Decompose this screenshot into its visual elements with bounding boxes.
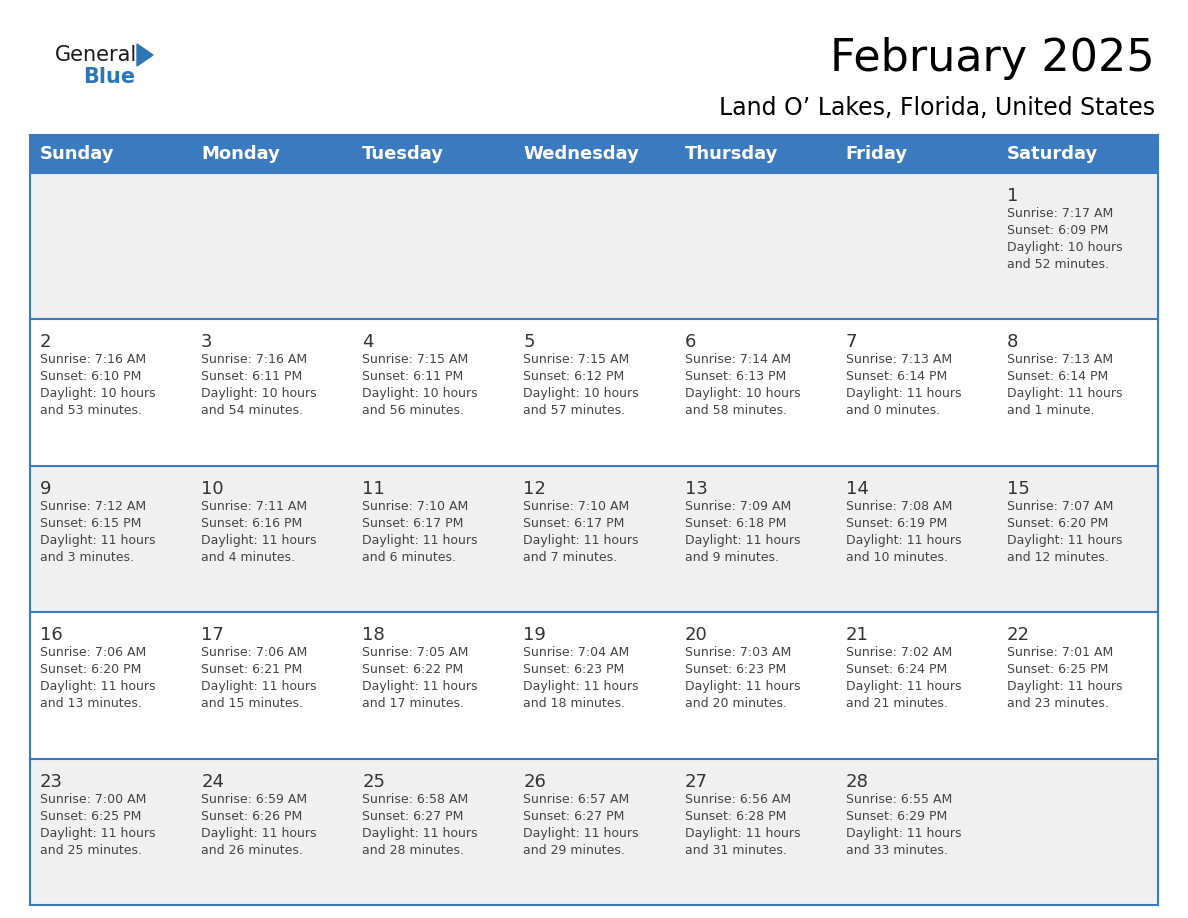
Text: 3: 3	[201, 333, 213, 352]
Text: Sunrise: 6:56 AM
Sunset: 6:28 PM
Daylight: 11 hours
and 31 minutes.: Sunrise: 6:56 AM Sunset: 6:28 PM Dayligh…	[684, 792, 800, 856]
Text: Sunrise: 7:01 AM
Sunset: 6:25 PM
Daylight: 11 hours
and 23 minutes.: Sunrise: 7:01 AM Sunset: 6:25 PM Dayligh…	[1007, 646, 1123, 711]
Text: Blue: Blue	[83, 67, 135, 87]
Text: 2: 2	[40, 333, 51, 352]
Text: 16: 16	[40, 626, 63, 644]
Text: Sunrise: 7:12 AM
Sunset: 6:15 PM
Daylight: 11 hours
and 3 minutes.: Sunrise: 7:12 AM Sunset: 6:15 PM Dayligh…	[40, 499, 156, 564]
Text: 19: 19	[524, 626, 546, 644]
Text: Sunrise: 7:10 AM
Sunset: 6:17 PM
Daylight: 11 hours
and 6 minutes.: Sunrise: 7:10 AM Sunset: 6:17 PM Dayligh…	[362, 499, 478, 564]
Text: Sunrise: 7:09 AM
Sunset: 6:18 PM
Daylight: 11 hours
and 9 minutes.: Sunrise: 7:09 AM Sunset: 6:18 PM Dayligh…	[684, 499, 800, 564]
Text: 24: 24	[201, 773, 225, 790]
Bar	[30, 319, 1158, 465]
Bar	[30, 465, 1158, 612]
Text: 4: 4	[362, 333, 374, 352]
Text: Sunrise: 7:13 AM
Sunset: 6:14 PM
Daylight: 11 hours
and 0 minutes.: Sunrise: 7:13 AM Sunset: 6:14 PM Dayligh…	[846, 353, 961, 418]
Text: 7: 7	[846, 333, 858, 352]
Bar	[30, 173, 1158, 319]
Text: 17: 17	[201, 626, 225, 644]
Text: Sunrise: 7:02 AM
Sunset: 6:24 PM
Daylight: 11 hours
and 21 minutes.: Sunrise: 7:02 AM Sunset: 6:24 PM Dayligh…	[846, 646, 961, 711]
Text: Friday: Friday	[846, 145, 908, 163]
Text: 14: 14	[846, 480, 868, 498]
Text: Sunrise: 7:08 AM
Sunset: 6:19 PM
Daylight: 11 hours
and 10 minutes.: Sunrise: 7:08 AM Sunset: 6:19 PM Dayligh…	[846, 499, 961, 564]
Text: Sunrise: 7:16 AM
Sunset: 6:10 PM
Daylight: 10 hours
and 53 minutes.: Sunrise: 7:16 AM Sunset: 6:10 PM Dayligh…	[40, 353, 156, 418]
Text: Sunrise: 7:11 AM
Sunset: 6:16 PM
Daylight: 11 hours
and 4 minutes.: Sunrise: 7:11 AM Sunset: 6:16 PM Dayligh…	[201, 499, 317, 564]
Text: Sunrise: 6:59 AM
Sunset: 6:26 PM
Daylight: 11 hours
and 26 minutes.: Sunrise: 6:59 AM Sunset: 6:26 PM Dayligh…	[201, 792, 317, 856]
Text: General: General	[55, 45, 138, 65]
Text: 8: 8	[1007, 333, 1018, 352]
Text: 25: 25	[362, 773, 385, 790]
Text: Sunrise: 6:58 AM
Sunset: 6:27 PM
Daylight: 11 hours
and 28 minutes.: Sunrise: 6:58 AM Sunset: 6:27 PM Dayligh…	[362, 792, 478, 856]
Text: 1: 1	[1007, 187, 1018, 205]
Text: 11: 11	[362, 480, 385, 498]
Text: Monday: Monday	[201, 145, 280, 163]
Text: Sunrise: 7:15 AM
Sunset: 6:11 PM
Daylight: 10 hours
and 56 minutes.: Sunrise: 7:15 AM Sunset: 6:11 PM Dayligh…	[362, 353, 478, 418]
Text: Sunrise: 7:16 AM
Sunset: 6:11 PM
Daylight: 10 hours
and 54 minutes.: Sunrise: 7:16 AM Sunset: 6:11 PM Dayligh…	[201, 353, 317, 418]
Bar	[30, 758, 1158, 905]
Text: Land O’ Lakes, Florida, United States: Land O’ Lakes, Florida, United States	[719, 96, 1155, 120]
Text: 22: 22	[1007, 626, 1030, 644]
Text: 15: 15	[1007, 480, 1030, 498]
Text: 6: 6	[684, 333, 696, 352]
Text: Sunrise: 7:17 AM
Sunset: 6:09 PM
Daylight: 10 hours
and 52 minutes.: Sunrise: 7:17 AM Sunset: 6:09 PM Dayligh…	[1007, 207, 1123, 271]
Text: Sunrise: 7:04 AM
Sunset: 6:23 PM
Daylight: 11 hours
and 18 minutes.: Sunrise: 7:04 AM Sunset: 6:23 PM Dayligh…	[524, 646, 639, 711]
Text: Sunrise: 7:05 AM
Sunset: 6:22 PM
Daylight: 11 hours
and 17 minutes.: Sunrise: 7:05 AM Sunset: 6:22 PM Dayligh…	[362, 646, 478, 711]
Text: Sunrise: 7:14 AM
Sunset: 6:13 PM
Daylight: 10 hours
and 58 minutes.: Sunrise: 7:14 AM Sunset: 6:13 PM Dayligh…	[684, 353, 801, 418]
Text: Sunrise: 7:13 AM
Sunset: 6:14 PM
Daylight: 11 hours
and 1 minute.: Sunrise: 7:13 AM Sunset: 6:14 PM Dayligh…	[1007, 353, 1123, 418]
Text: 27: 27	[684, 773, 708, 790]
Text: Sunrise: 7:07 AM
Sunset: 6:20 PM
Daylight: 11 hours
and 12 minutes.: Sunrise: 7:07 AM Sunset: 6:20 PM Dayligh…	[1007, 499, 1123, 564]
Bar	[30, 135, 1158, 173]
Text: 13: 13	[684, 480, 707, 498]
Text: Sunrise: 7:00 AM
Sunset: 6:25 PM
Daylight: 11 hours
and 25 minutes.: Sunrise: 7:00 AM Sunset: 6:25 PM Dayligh…	[40, 792, 156, 856]
Text: 9: 9	[40, 480, 51, 498]
Text: 26: 26	[524, 773, 546, 790]
Text: 23: 23	[40, 773, 63, 790]
Text: Sunrise: 7:10 AM
Sunset: 6:17 PM
Daylight: 11 hours
and 7 minutes.: Sunrise: 7:10 AM Sunset: 6:17 PM Dayligh…	[524, 499, 639, 564]
Text: Wednesday: Wednesday	[524, 145, 639, 163]
Text: Thursday: Thursday	[684, 145, 778, 163]
Text: Sunrise: 6:55 AM
Sunset: 6:29 PM
Daylight: 11 hours
and 33 minutes.: Sunrise: 6:55 AM Sunset: 6:29 PM Dayligh…	[846, 792, 961, 856]
Bar	[30, 612, 1158, 758]
Text: 28: 28	[846, 773, 868, 790]
Text: February 2025: February 2025	[830, 37, 1155, 80]
Text: Sunrise: 7:03 AM
Sunset: 6:23 PM
Daylight: 11 hours
and 20 minutes.: Sunrise: 7:03 AM Sunset: 6:23 PM Dayligh…	[684, 646, 800, 711]
Text: 5: 5	[524, 333, 535, 352]
Text: 12: 12	[524, 480, 546, 498]
Text: Sunday: Sunday	[40, 145, 114, 163]
Text: Sunrise: 7:06 AM
Sunset: 6:21 PM
Daylight: 11 hours
and 15 minutes.: Sunrise: 7:06 AM Sunset: 6:21 PM Dayligh…	[201, 646, 317, 711]
Text: 21: 21	[846, 626, 868, 644]
Text: 20: 20	[684, 626, 707, 644]
Text: Sunrise: 7:15 AM
Sunset: 6:12 PM
Daylight: 10 hours
and 57 minutes.: Sunrise: 7:15 AM Sunset: 6:12 PM Dayligh…	[524, 353, 639, 418]
Text: 10: 10	[201, 480, 223, 498]
Text: Sunrise: 6:57 AM
Sunset: 6:27 PM
Daylight: 11 hours
and 29 minutes.: Sunrise: 6:57 AM Sunset: 6:27 PM Dayligh…	[524, 792, 639, 856]
Text: Sunrise: 7:06 AM
Sunset: 6:20 PM
Daylight: 11 hours
and 13 minutes.: Sunrise: 7:06 AM Sunset: 6:20 PM Dayligh…	[40, 646, 156, 711]
Polygon shape	[137, 44, 153, 66]
Text: 18: 18	[362, 626, 385, 644]
Text: Tuesday: Tuesday	[362, 145, 444, 163]
Text: Saturday: Saturday	[1007, 145, 1098, 163]
